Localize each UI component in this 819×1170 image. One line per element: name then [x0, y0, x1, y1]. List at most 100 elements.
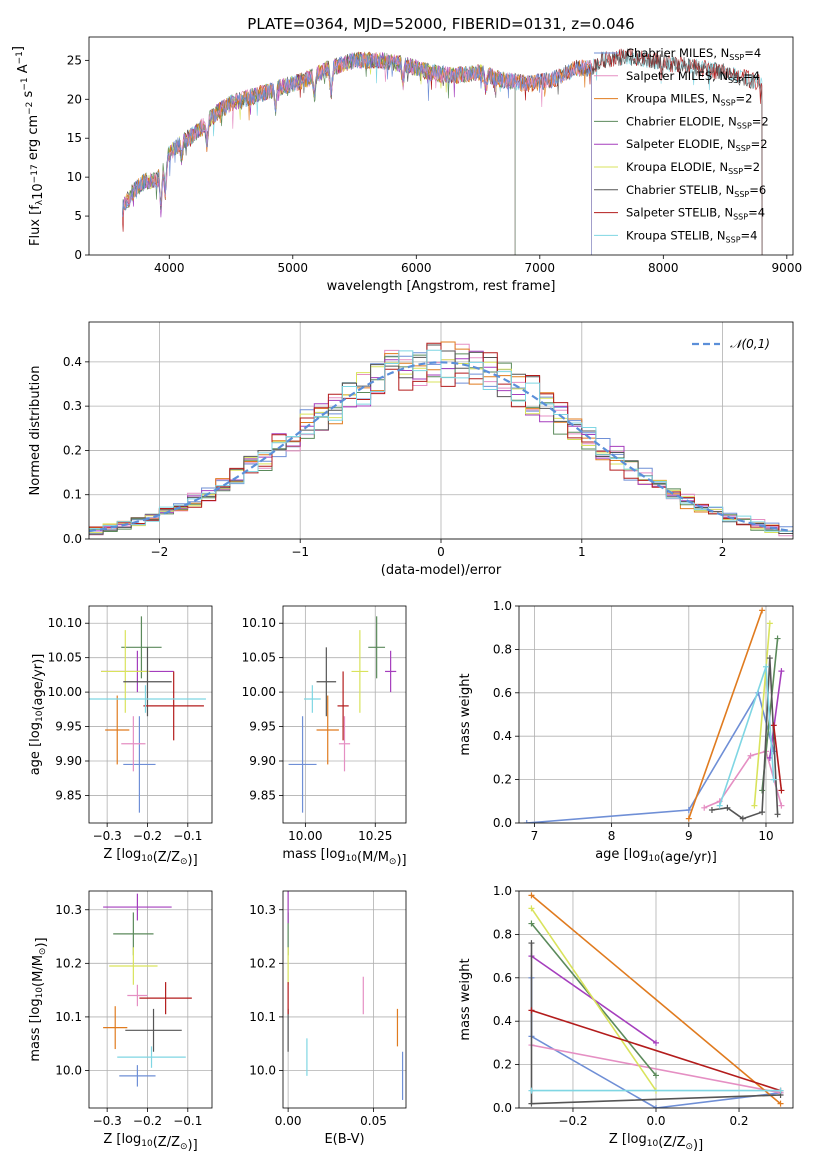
x-tick-label: 10: [758, 829, 773, 843]
error-point: [368, 616, 386, 679]
mass-vs-Z-xlabel: Z [log10(Z/Z⊙)]: [103, 1132, 197, 1153]
legend-entry: Chabrier ELODIE, NSSP=2: [626, 114, 769, 130]
y-tick-label: 20: [67, 92, 82, 106]
spectrum-line: [122, 53, 592, 255]
x-tick-label: 0.00: [275, 1114, 302, 1128]
error-point: [288, 716, 317, 813]
error-point: [139, 982, 192, 1015]
spectrum-plot-area: [122, 48, 763, 255]
y-tick-label: 0: [74, 248, 82, 262]
age-vs-mass-axes: 10.00 10.25 9.85 9.90 9.95 10.00 10.05 10.10 mas…: [242, 605, 407, 868]
y-tick-label: 10: [67, 170, 82, 184]
weight-marker: [716, 802, 723, 809]
y-tick-label: 9.95: [55, 720, 82, 734]
weight-marker: [528, 1087, 535, 1094]
y-tick-label: 0.0: [63, 532, 82, 546]
mass-vs-Z-ylabel: mass [log10(M/M⊙)]: [28, 937, 49, 1061]
y-tick-label: 10.2: [249, 956, 276, 970]
weight-vs-age-plot-area: [523, 607, 785, 823]
weight-marker: [528, 892, 535, 899]
x-tick-label: 0: [437, 545, 445, 559]
spectrum-frame: [88, 36, 794, 256]
error-point: [105, 695, 130, 765]
weight-marker: [762, 663, 769, 670]
y-tick-label: 5: [74, 209, 82, 223]
x-tick-label: 1: [578, 545, 586, 559]
y-tick-label: 9.85: [249, 788, 276, 802]
mass-vs-Z-axes: −0.3 −0.2 −0.1 10.0 10.1 10.2 10.3 Z [log10(Z/Z…: [28, 890, 213, 1153]
error-point: [125, 1008, 182, 1052]
legend-entry: Kroupa STELIB, NSSP=4: [626, 228, 757, 244]
y-tick-label: 0.2: [493, 773, 512, 787]
error-point: [109, 947, 158, 985]
x-tick-label: 6000: [401, 261, 432, 275]
weight-marker: [528, 920, 535, 927]
age-vs-mass-plot-area: [288, 616, 397, 813]
spectrum-xlabel: wavelength [Angstrom, rest frame]: [327, 279, 556, 294]
x-tick-label: 7000: [525, 261, 556, 275]
weight-vs-Z-axes: −0.2 0.0 0.2 0.0 0.2 0.4 0.6 0.8 1.0 Z [log10(Z/Z…: [458, 884, 794, 1153]
y-tick-label: 0.1: [63, 488, 82, 502]
weight-vs-age-axes: 7 8 9 10 0.0 0.2 0.4 0.6 0.8 1.0 age [log10(age/yr…: [458, 599, 794, 865]
error-point: [101, 630, 150, 713]
weight-marker: [774, 635, 781, 642]
legend-entry: Chabrier MILES, NSSP=4: [626, 46, 761, 62]
figure-title: PLATE=0364, MJD=52000, FIBERID=0131, z=0…: [247, 15, 634, 33]
error-point: [89, 685, 206, 713]
weight-line: [530, 894, 782, 1105]
y-tick-label: 10.10: [242, 616, 276, 630]
x-tick-label: 7: [531, 829, 539, 843]
error-point: [119, 1065, 156, 1087]
weight-marker: [759, 787, 766, 794]
mass-vs-Z-frame: [88, 890, 213, 1109]
y-tick-label: 10.05: [48, 651, 82, 665]
weight-marker: [770, 722, 777, 729]
y-tick-label: 0.0: [493, 1101, 512, 1115]
normal-reference-curve: [89, 361, 793, 533]
weight-marker: [653, 1105, 659, 1108]
age-vs-mass-xlabel: mass [log10(M/M⊙)]: [282, 847, 406, 868]
x-tick-label: 8000: [648, 261, 679, 275]
age-vs-Z-xlabel: Z [log10(Z/Z⊙)]: [103, 847, 197, 868]
mass-vs-EBV-axes: 0.00 0.05 10.0 10.1 10.2 10.3 E(B-V): [249, 890, 407, 1147]
weight-vs-age-frame: [518, 605, 794, 824]
mass-vs-EBV-xlabel: E(B-V): [324, 1132, 364, 1147]
x-tick-label: 0.05: [360, 1114, 387, 1128]
y-tick-label: 10.3: [249, 903, 276, 917]
x-tick-label: −0.1: [173, 1114, 202, 1128]
x-tick-label: 8: [608, 829, 616, 843]
error-point: [338, 716, 351, 772]
error-point: [316, 647, 337, 717]
x-tick-label: 9: [685, 829, 693, 843]
y-tick-label: 0.2: [493, 1058, 512, 1072]
age-vs-Z-plot-area: [89, 616, 206, 813]
y-tick-label: 10.1: [249, 1010, 276, 1024]
y-tick-label: 0.3: [63, 399, 82, 413]
y-tick-label: 0.8: [493, 642, 512, 656]
x-tick-label: 0.2: [729, 1114, 748, 1128]
weight-vs-Z-xlabel: Z [log10(Z/Z⊙)]: [609, 1132, 703, 1153]
weight-vs-Z-frame: [518, 890, 794, 1109]
age-vs-Z-frame: [88, 605, 213, 824]
x-tick-label: −0.3: [93, 1114, 122, 1128]
y-tick-label: 10.00: [242, 685, 276, 699]
x-tick-label: −0.3: [93, 829, 122, 843]
legend-entry: Salpeter STELIB, NSSP=4: [626, 206, 765, 222]
weight-line: [772, 725, 783, 791]
weight-marker: [778, 802, 785, 809]
weight-marker: [739, 815, 746, 822]
legend-entry: Chabrier STELIB, NSSP=6: [626, 183, 766, 199]
error-point: [103, 1006, 128, 1050]
error-point: [143, 671, 204, 741]
mass-vs-Z-plot-area: [103, 893, 192, 1087]
y-tick-label: 0.8: [493, 927, 512, 941]
weight-vs-Z-plot-area: [528, 892, 784, 1108]
weight-marker: [778, 787, 785, 794]
weight-marker: [653, 1072, 659, 1079]
weight-line: [531, 1009, 781, 1092]
error-point: [103, 893, 172, 921]
weight-line: [531, 1044, 781, 1094]
x-tick-label: −2: [151, 545, 169, 559]
weight-marker: [770, 776, 777, 783]
